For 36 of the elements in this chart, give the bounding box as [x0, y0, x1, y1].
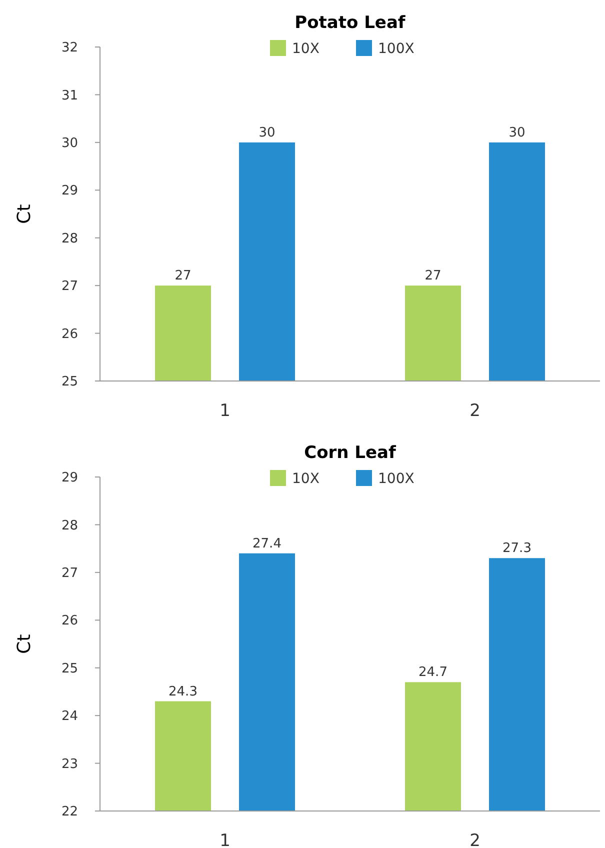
x-tick-label: 1	[220, 401, 230, 421]
data-label: 27	[424, 268, 442, 284]
y-tick-label: 24	[61, 709, 78, 724]
data-label: 24.7	[418, 665, 448, 680]
y-tick-label: 26	[61, 614, 78, 629]
y-tick-label: 31	[61, 88, 78, 104]
x-tick-label: 1	[220, 831, 230, 848]
data-label: 27	[174, 268, 192, 284]
y-tick-label: 28	[61, 518, 78, 534]
y-tick-label: 27	[61, 279, 78, 294]
y-axis-title: Ct	[14, 204, 35, 224]
legend-label: 10X	[292, 471, 320, 487]
y-tick-label: 22	[61, 804, 78, 820]
y-tick-label: 30	[61, 136, 78, 151]
data-label: 27.3	[502, 541, 532, 556]
y-tick-label: 25	[61, 374, 78, 390]
legend-label: 100X	[378, 41, 415, 57]
data-label: 30	[258, 125, 276, 140]
data-label: 27.4	[252, 536, 282, 552]
y-tick-label: 29	[61, 184, 78, 199]
y-tick-label: 27	[61, 566, 78, 581]
x-tick-label: 2	[470, 401, 480, 421]
x-tick-label: 2	[470, 831, 480, 848]
data-label: 24.3	[168, 684, 198, 700]
legend-label: 100X	[378, 471, 415, 487]
y-tick-label: 32	[61, 40, 78, 56]
y-tick-label: 29	[61, 470, 78, 486]
y-tick-label: 28	[61, 231, 78, 246]
y-tick-label: 23	[61, 756, 78, 772]
data-label: 30	[508, 125, 526, 140]
y-axis-title: Ct	[14, 634, 35, 654]
legend-label: 10X	[292, 41, 320, 57]
y-tick-label: 26	[61, 326, 78, 342]
chart-title: Potato Leaf	[294, 13, 406, 33]
chart-title: Corn Leaf	[304, 443, 396, 463]
y-tick-label: 25	[61, 661, 78, 676]
